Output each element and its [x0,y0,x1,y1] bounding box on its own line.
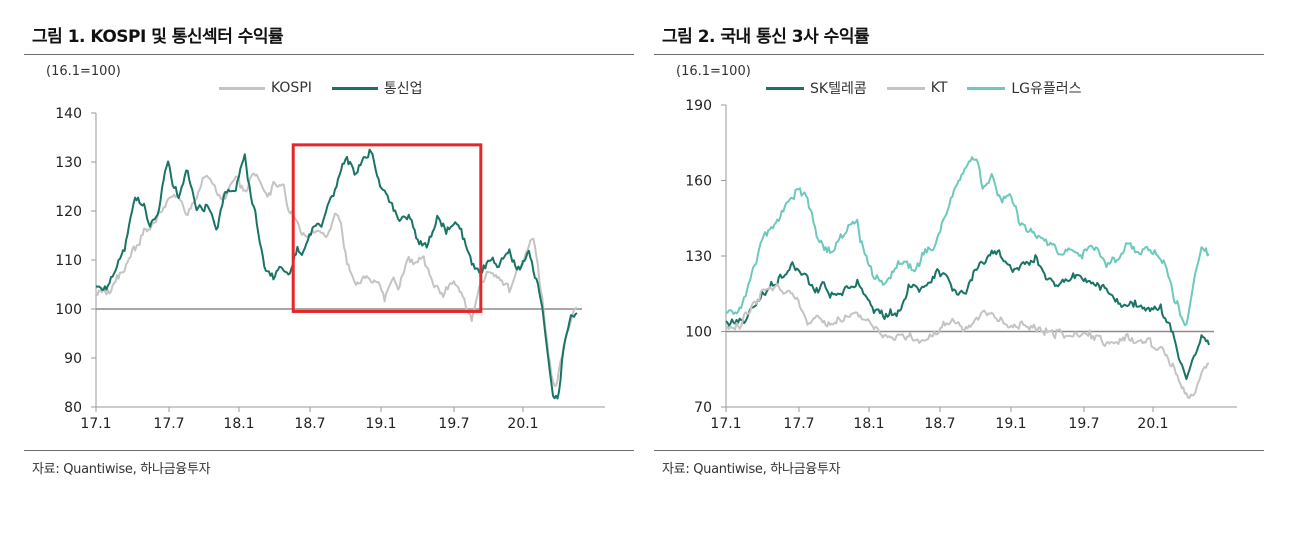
chart-legend: KOSPI 통신업 [219,78,443,98]
y-tick-label: 120 [55,204,82,220]
legend-item-kt: KT [886,80,948,96]
chart-title: 그림 1. KOSPI 및 통신섹터 수익률 [32,27,284,47]
legend-label-kospi: KOSPI [271,80,312,96]
x-tick-label: 19.1 [365,416,396,432]
highlight-box [291,143,483,313]
legend-item-lgu: LG유플러스 [967,78,1082,98]
legend-label-telecom: 통신업 [383,81,423,97]
chart-legend: SK텔레콤 KT LG유플러스 [766,78,1102,98]
x-tick-label: 20.1 [1137,416,1168,432]
y-tick-label: 190 [685,98,712,114]
series-line-2 [725,156,1210,327]
series-line-1 [95,148,578,400]
legend-swatch-kospi [219,86,265,90]
source-note: 자료: Quantiwise, 하나금융투자 [32,462,211,477]
y-tick-label: 100 [55,302,82,318]
line-chart-svg: 80 90 100 110 120 130 140 17.1 17.7 18.1 18.7 19.1 1… [55,106,605,432]
legend-item-kospi: KOSPI [219,80,312,96]
legend-item-telecom: 통신업 [331,78,423,98]
x-tick-label: 18.7 [294,416,325,432]
y-tick-label: 80 [64,400,82,416]
x-tick-label: 18.1 [223,416,254,432]
x-tick-label: 17.1 [80,416,111,432]
y-tick-label: 90 [64,351,82,367]
y-tick-label: 160 [685,174,712,190]
title-divider [24,54,634,55]
legend-swatch-lgu [967,86,1006,90]
unit-note: (16.1=100) [676,64,751,79]
x-tick-label: 17.7 [783,416,814,432]
y-tick-label: 140 [55,106,82,122]
legend-item-skt: SK텔레콤 [766,78,867,98]
legend-label-lgu: LG유플러스 [1011,81,1082,97]
legend-swatch-skt [766,86,804,90]
x-tick-label: 20.1 [507,416,538,432]
y-tick-label: 130 [55,155,82,171]
line-chart-svg: 70 100 130 160 190 17.1 17.7 18.1 18.7 19.1 19.7 20… [685,98,1237,432]
series-line-0 [95,172,578,387]
x-tick-label: 17.1 [710,416,741,432]
chart-panel-telecom-3: 그림 2. 국내 통신 3사 수익률 (16.1=100) SK텔레콤 KT L… [654,0,1274,551]
legend-swatch-telecom [331,86,378,90]
x-tick-label: 19.7 [1068,416,1099,432]
y-tick-label: 110 [55,253,82,269]
y-tick-label: 100 [685,325,712,341]
source-divider [654,450,1264,451]
chart-panel-kospi-telecom: 그림 1. KOSPI 및 통신섹터 수익률 (16.1=100) KOSPI … [24,0,644,551]
title-divider [654,54,1264,55]
x-tick-label: 19.1 [995,416,1026,432]
y-tick-label: 130 [685,249,712,265]
source-divider [24,450,634,451]
legend-swatch-kt [886,86,925,90]
y-tick-label: 70 [694,400,712,416]
x-tick-label: 18.1 [853,416,884,432]
x-tick-label: 19.7 [438,416,469,432]
series-line-0 [725,249,1210,381]
legend-label-skt: SK텔레콤 [810,81,867,97]
source-note: 자료: Quantiwise, 하나금융투자 [662,462,841,477]
unit-note: (16.1=100) [46,64,121,79]
legend-label-kt: KT [930,80,948,96]
chart-title: 그림 2. 국내 통신 3사 수익률 [662,27,870,47]
x-tick-label: 17.7 [153,416,184,432]
x-tick-label: 18.7 [924,416,955,432]
series-line-1 [725,283,1209,399]
